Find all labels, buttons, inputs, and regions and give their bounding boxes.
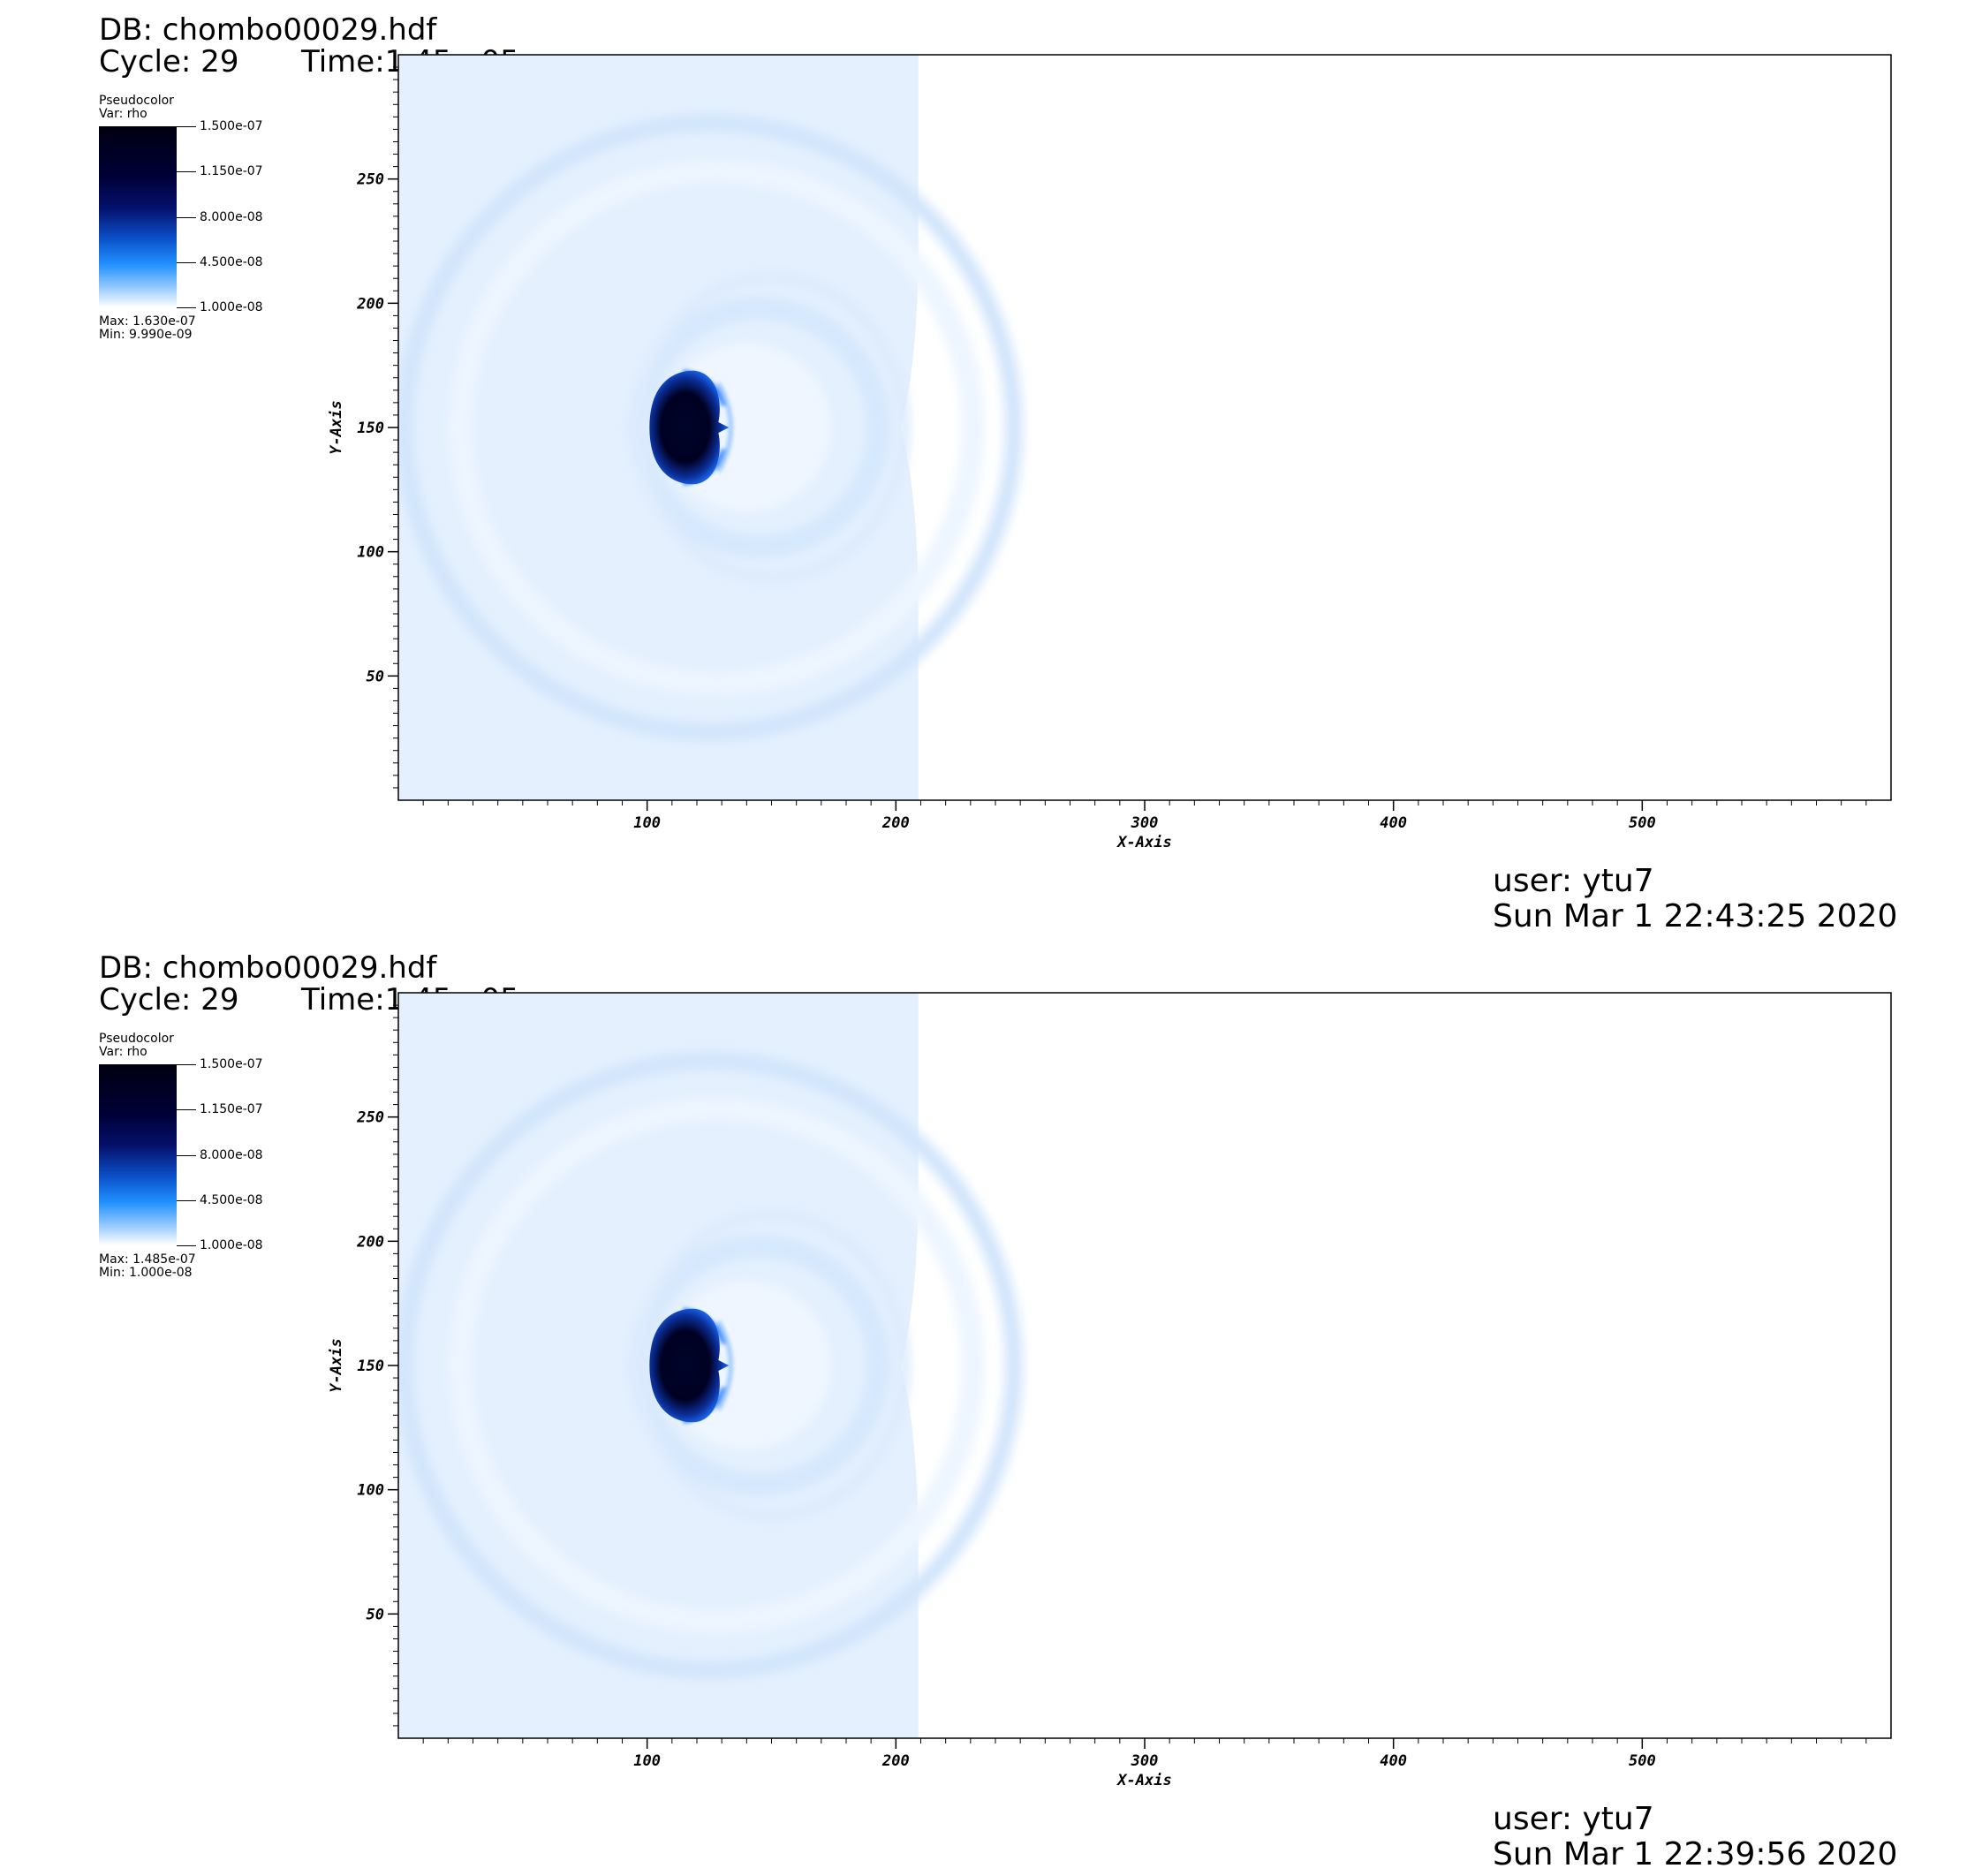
colorbar <box>99 1064 177 1245</box>
plot-area: 100 200 300 400 500 50 100 150 200 250 X-Axis Y-Axi… <box>328 54 1892 851</box>
colorbar-tick-label: 1.500e-07 <box>200 1057 263 1071</box>
colorbar-tick-label: 1.150e-07 <box>200 1102 263 1116</box>
x-tick-label: 500 <box>1629 814 1656 832</box>
legend-min-label: Min: 9.990e-09 <box>99 328 193 342</box>
colorbar-tick <box>177 171 196 172</box>
legend-var-label: Var: rho <box>99 107 148 121</box>
colorbar-tick <box>177 1245 196 1246</box>
colorbar-tick-label: 1.150e-07 <box>200 164 263 178</box>
date-label: Sun Mar 1 22:43:25 2020 <box>1493 898 1898 934</box>
x-axis-title: X-Axis <box>1116 1772 1171 1789</box>
user-label: user: ytu7 <box>1493 1801 1654 1837</box>
x-tick-label: 400 <box>1380 1752 1407 1770</box>
colorbar-tick-label: 1.000e-08 <box>200 300 263 314</box>
colorbar-tick <box>177 1109 196 1110</box>
colorbar-tick <box>177 262 196 263</box>
y-tick-label: 50 <box>367 668 384 685</box>
legend-min-label: Min: 1.000e-08 <box>99 1266 193 1280</box>
y-tick-label: 200 <box>356 1233 384 1251</box>
colorbar <box>99 126 177 307</box>
dense-blob <box>649 1307 733 1424</box>
db-label: DB: chombo00029.hdf <box>99 12 437 48</box>
colorbar-tick-label: 1.500e-07 <box>200 119 263 133</box>
colorbar-tick-label: 4.500e-08 <box>200 255 263 269</box>
minor-ticks <box>393 1004 1867 1744</box>
legend-plot-type: Pseudocolor <box>99 1032 174 1046</box>
date-label: Sun Mar 1 22:39:56 2020 <box>1493 1836 1898 1872</box>
cycle-label: Cycle: 29 <box>99 982 239 1017</box>
x-tick-label: 200 <box>881 1752 910 1770</box>
y-tick-label: 150 <box>357 1358 384 1375</box>
cycle-label: Cycle: 29 <box>99 44 239 79</box>
y-tick-label: 50 <box>367 1606 384 1623</box>
plot-area: 100 200 300 400 500 50 100 150 200 250 X-Axis Y-Axi… <box>328 992 1892 1789</box>
y-tick-label: 100 <box>357 544 384 562</box>
legend-plot-type: Pseudocolor <box>99 94 174 108</box>
x-axis-title: X-Axis <box>1116 834 1171 851</box>
x-tick-label: 100 <box>633 1752 661 1770</box>
colorbar-tick <box>177 1064 196 1065</box>
y-axis-title: Y-Axis <box>328 1338 345 1392</box>
density-field <box>398 993 1023 1738</box>
colorbar-tick <box>177 126 196 127</box>
y-tick-label: 150 <box>357 420 384 437</box>
colorbar-tick-label: 1.000e-08 <box>200 1238 263 1252</box>
x-tick-label: 100 <box>633 814 661 832</box>
y-tick-label: 250 <box>356 171 384 189</box>
x-tick-label: 200 <box>881 814 910 832</box>
db-label: DB: chombo00029.hdf <box>99 950 437 986</box>
y-axis-title: Y-Axis <box>328 400 345 454</box>
colorbar-tick <box>177 1200 196 1201</box>
colorbar-tick <box>177 307 196 308</box>
colorbar-tick <box>177 1155 196 1156</box>
legend-max-label: Max: 1.485e-07 <box>99 1252 196 1267</box>
colorbar-tick <box>177 217 196 218</box>
legend-var-label: Var: rho <box>99 1045 148 1059</box>
colorbar-tick-label: 4.500e-08 <box>200 1193 263 1207</box>
dense-blob <box>649 369 733 486</box>
colorbar-tick-label: 8.000e-08 <box>200 210 263 224</box>
x-tick-label: 300 <box>1131 814 1159 832</box>
x-tick-label: 300 <box>1131 1752 1159 1770</box>
density-field <box>398 55 1023 800</box>
colorbar-tick-label: 8.000e-08 <box>200 1148 263 1162</box>
x-tick-label: 400 <box>1380 814 1407 832</box>
y-tick-label: 200 <box>356 295 384 313</box>
x-tick-label: 500 <box>1629 1752 1656 1770</box>
user-label: user: ytu7 <box>1493 863 1654 899</box>
y-tick-label: 100 <box>357 1482 384 1500</box>
y-tick-label: 250 <box>356 1109 384 1127</box>
legend-max-label: Max: 1.630e-07 <box>99 314 196 329</box>
